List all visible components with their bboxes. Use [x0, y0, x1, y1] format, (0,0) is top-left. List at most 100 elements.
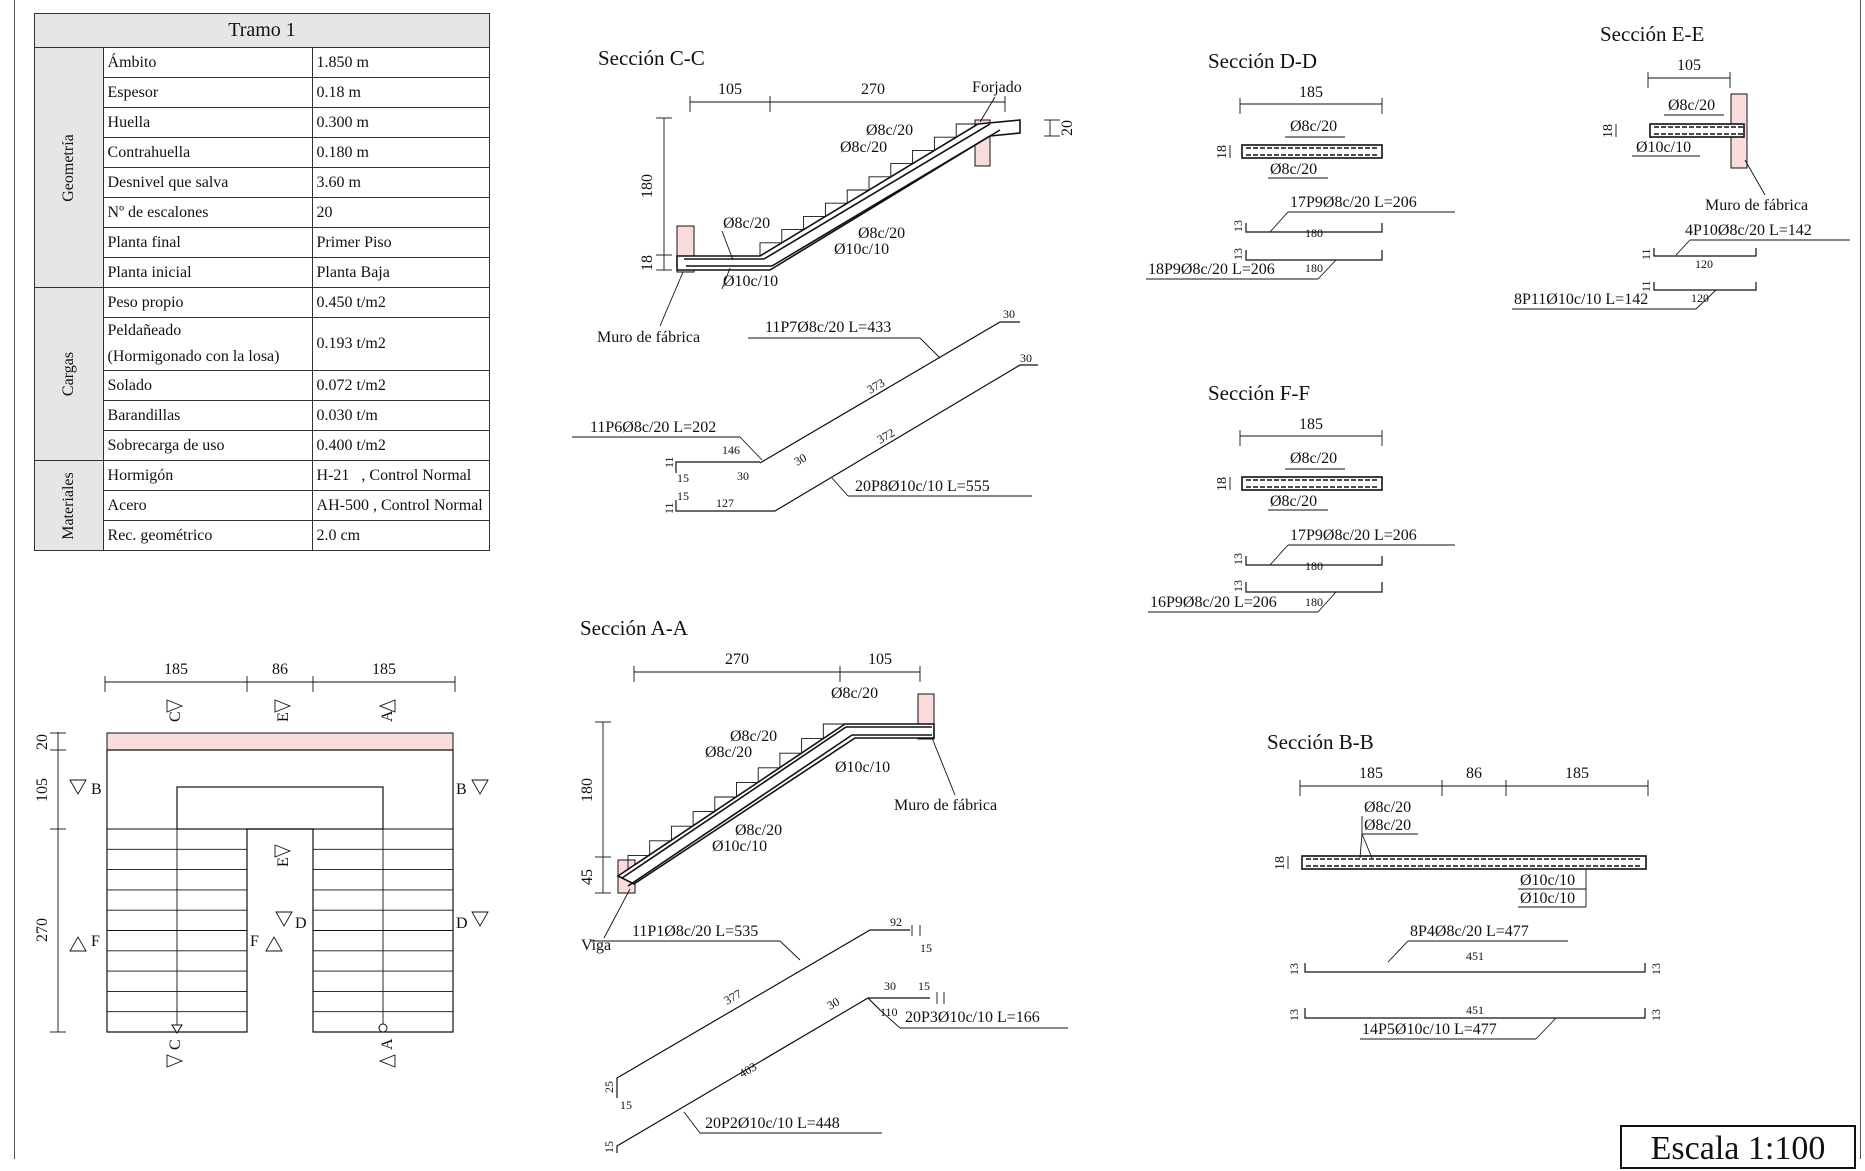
- cc-b2-b: 30: [737, 469, 749, 483]
- table-row: Cargas Peso propio 0.450 t/m2: [34, 287, 491, 461]
- ff-rebar-top: Ø8c/20: [1290, 450, 1337, 467]
- aa-dim-270: 270: [725, 651, 749, 668]
- section-c-c: Sección C-C 105 270 180 18 20 Ø8c/20 Ø8c…: [572, 46, 1076, 514]
- ff-b2-len: 180: [1305, 595, 1323, 609]
- ee-dim-18: 18: [1601, 124, 1616, 138]
- ee-b1-label: 4P10Ø8c/20 L=142: [1685, 222, 1812, 239]
- section-a-a: Sección A-A 270 105 180 45 Ø8c/20 Ø8c/20…: [579, 616, 1068, 1153]
- dd-rebar-top: Ø8c/20: [1290, 118, 1337, 135]
- plan-dim-top-3: 185: [372, 661, 396, 678]
- cut-label-f-right: F: [250, 933, 259, 950]
- aa-rebar-label-5: Ø10c/10: [712, 838, 767, 855]
- table-row: Geometría Ámbito 1.850 m: [34, 47, 491, 288]
- cc-rebar-label-5: Ø10c/10: [834, 241, 889, 258]
- ff-rebar-bot: Ø8c/20: [1270, 493, 1317, 510]
- plan-dim-left-1: 20: [34, 734, 51, 750]
- bb-rebar-label-3: Ø10c/10: [1520, 872, 1575, 889]
- property-value: 0.030 t/m: [311, 400, 491, 431]
- property-value: 3.60 m: [311, 167, 491, 198]
- dd-b2-h: 13: [1231, 248, 1245, 260]
- aa-b2-d: 30: [825, 994, 842, 1012]
- cut-label-a-bottom: A: [379, 1038, 396, 1050]
- cc-forjado-label: Forjado: [972, 79, 1022, 96]
- ee-b1-len: 120: [1695, 257, 1713, 271]
- ee-rebar-bot: Ø10c/10: [1636, 139, 1691, 156]
- cc-b1-label: 11P7Ø8c/20 L=433: [765, 319, 891, 336]
- cc-b2-a: 146: [722, 443, 740, 457]
- section-b-b-title: Sección B-B: [1267, 730, 1374, 754]
- section-f-f-title: Sección F-F: [1208, 381, 1310, 405]
- section-c-c-title: Sección C-C: [598, 46, 705, 70]
- aa-b2-c: 110: [880, 1005, 898, 1019]
- cc-dim-20: 20: [1059, 120, 1076, 136]
- stair-step-profile: [627, 723, 845, 870]
- section-e-e: Sección E-E 105 18 Ø8c/20 Ø10c/10 Muro d…: [1512, 22, 1850, 310]
- aa-rebar-label-3: Ø8c/20: [705, 744, 752, 761]
- property-value: 1.850 m: [311, 47, 491, 78]
- dd-b2-label: 18P9Ø8c/20 L=206: [1148, 261, 1275, 278]
- section-e-e-title: Sección E-E: [1600, 22, 1704, 46]
- aa-b3-label: 20P2Ø10c/10 L=448: [705, 1115, 840, 1132]
- aa-muro-label: Muro de fábrica: [894, 797, 997, 814]
- bb-dim-2: 86: [1466, 765, 1482, 782]
- bb-b1-h2: 13: [1649, 963, 1663, 975]
- cut-label-d-right: D: [456, 915, 468, 932]
- table-row: Planta inicial Planta Baja: [35, 257, 491, 288]
- ee-b2-len: 120: [1691, 291, 1709, 305]
- ff-dim-185: 185: [1299, 416, 1323, 433]
- ff-b2-h: 13: [1231, 580, 1245, 592]
- property-name: Acero: [102, 490, 313, 521]
- aa-viga-label: Viga: [581, 937, 611, 954]
- cut-label-c-bottom: C: [167, 1039, 184, 1050]
- property-name: Espesor: [102, 77, 313, 108]
- aa-dim-105: 105: [868, 651, 892, 668]
- dd-b1-label: 17P9Ø8c/20 L=206: [1290, 194, 1417, 211]
- bb-rebar-label-2: Ø8c/20: [1364, 817, 1411, 834]
- plan-dim-top-2: 86: [272, 661, 288, 678]
- table-row: Huella 0.300 m: [35, 107, 491, 138]
- cut-label-e-mid: E: [275, 857, 292, 867]
- table-row: Sobrecarga de uso 0.400 t/m2: [35, 430, 491, 461]
- bb-rebar-label-4: Ø10c/10: [1520, 890, 1575, 907]
- property-name: Peldañeado (Hormigonado con la losa): [102, 317, 313, 371]
- aa-b1-label: 11P1Ø8c/20 L=535: [632, 923, 758, 940]
- bb-dim-3: 185: [1565, 765, 1589, 782]
- bb-b2-h2: 13: [1649, 1009, 1663, 1021]
- property-value: 2.0 cm: [311, 520, 491, 551]
- cc-b1-b: 373: [865, 375, 888, 396]
- cc-rebar-label-3: Ø8c/20: [723, 215, 770, 232]
- cc-rebar-label-2: Ø8c/20: [840, 139, 887, 156]
- section-d-d: Sección D-D 185 18 Ø8c/20 Ø8c/20 180 13 …: [1146, 49, 1455, 280]
- property-value: 0.450 t/m2: [311, 287, 491, 318]
- aa-rebar-label-4: Ø8c/20: [735, 822, 782, 839]
- aa-b1-a: 92: [890, 915, 902, 929]
- plan-dim-top-1: 185: [164, 661, 188, 678]
- dd-dim-185: 185: [1299, 84, 1323, 101]
- cc-dim-18: 18: [639, 255, 656, 271]
- bb-b2-len: 451: [1466, 1003, 1484, 1017]
- cc-b3-e: 11: [662, 502, 676, 514]
- tramo-properties-table: Tramo 1 Geometría Ámbito 1.850 m Espesor 0.1…: [34, 13, 491, 551]
- plan-dim-left-3: 270: [34, 918, 51, 942]
- property-name: Nº de escalones: [102, 197, 313, 228]
- aa-b1-b: 377: [722, 986, 745, 1007]
- bb-b2-label: 14P5Ø10c/10 L=477: [1362, 1021, 1497, 1038]
- cut-label-c-top: C: [167, 711, 184, 722]
- table-row: Barandillas 0.030 t/m: [35, 400, 491, 431]
- aa-rebar-label-6: Ø10c/10: [835, 759, 890, 776]
- cc-dim-270: 270: [861, 81, 885, 98]
- cc-b3-a: 30: [1020, 351, 1032, 365]
- ee-dim-105: 105: [1677, 57, 1701, 74]
- dd-rebar-bot: Ø8c/20: [1270, 161, 1317, 178]
- bb-b1-label: 8P4Ø8c/20 L=477: [1410, 923, 1529, 940]
- property-value: 0.18 m: [311, 77, 491, 108]
- cc-dim-105: 105: [718, 81, 742, 98]
- ee-b1-h: 11: [1639, 248, 1653, 260]
- table-row: Contrahuella 0.180 m: [35, 137, 491, 168]
- cut-label-b-right: B: [456, 781, 467, 798]
- aa-rebar-label-2: Ø8c/20: [730, 728, 777, 745]
- cc-b2-c: 30: [792, 450, 809, 468]
- stair-step-profile: [759, 123, 978, 256]
- scale-label: Escala 1:100: [1620, 1125, 1856, 1169]
- cc-b1-a: 30: [1003, 307, 1015, 321]
